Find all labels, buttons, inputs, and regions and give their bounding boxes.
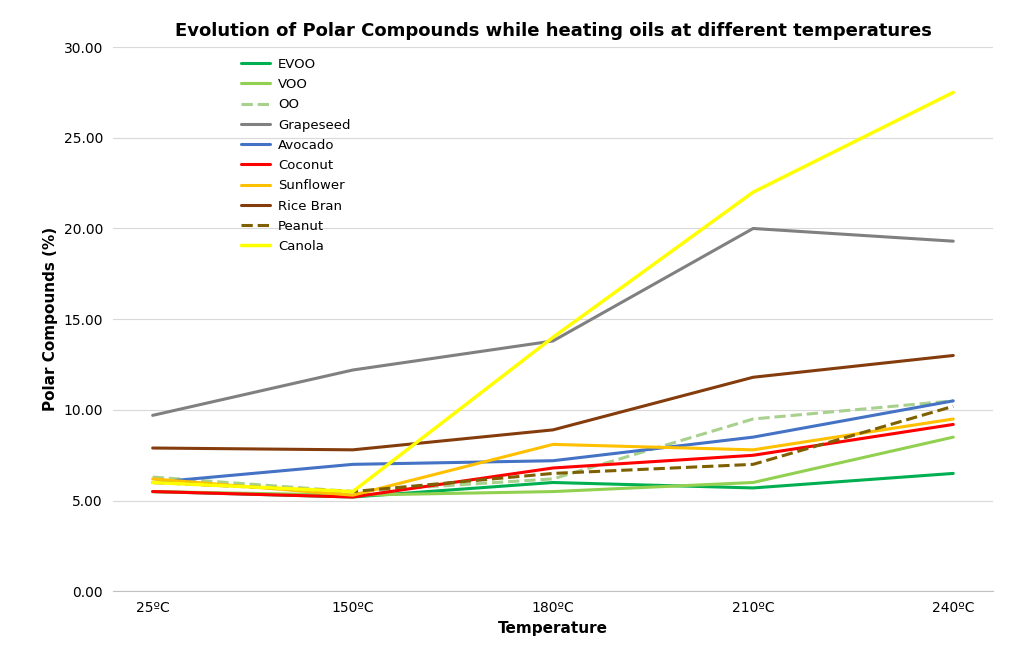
Rice Bran bbox=[746, 373, 759, 381]
X-axis label: Temperature: Temperature bbox=[498, 621, 608, 636]
Grapeseed bbox=[347, 366, 359, 374]
Grapeseed bbox=[746, 224, 759, 233]
VOO bbox=[146, 488, 159, 496]
Title: Evolution of Polar Compounds while heating oils at different temperatures: Evolution of Polar Compounds while heati… bbox=[174, 22, 932, 40]
Grapeseed bbox=[547, 337, 559, 345]
Coconut bbox=[347, 493, 359, 501]
Rice Bran bbox=[347, 446, 359, 454]
Grapeseed bbox=[947, 237, 959, 245]
OO bbox=[347, 488, 359, 496]
Line: VOO: VOO bbox=[153, 437, 953, 495]
Peanut bbox=[947, 403, 959, 411]
Line: Canola: Canola bbox=[153, 93, 953, 492]
EVOO bbox=[947, 469, 959, 477]
Avocado bbox=[347, 460, 359, 468]
VOO bbox=[347, 491, 359, 499]
EVOO bbox=[547, 478, 559, 487]
Avocado bbox=[547, 457, 559, 465]
Line: Sunflower: Sunflower bbox=[153, 419, 953, 495]
OO bbox=[146, 473, 159, 481]
OO bbox=[746, 415, 759, 423]
Sunflower bbox=[547, 440, 559, 448]
OO bbox=[947, 396, 959, 405]
Coconut bbox=[146, 488, 159, 496]
Sunflower bbox=[347, 491, 359, 499]
VOO bbox=[947, 433, 959, 441]
Line: Grapeseed: Grapeseed bbox=[153, 228, 953, 415]
VOO bbox=[547, 488, 559, 496]
Peanut bbox=[347, 488, 359, 496]
Canola bbox=[547, 333, 559, 341]
Rice Bran bbox=[547, 426, 559, 434]
OO bbox=[547, 475, 559, 483]
Canola bbox=[146, 478, 159, 487]
Legend: EVOO, VOO, OO, Grapeseed, Avocado, Coconut, Sunflower, Rice Bran, Peanut, Canola: EVOO, VOO, OO, Grapeseed, Avocado, Cocon… bbox=[236, 52, 356, 258]
EVOO bbox=[146, 488, 159, 496]
Canola bbox=[347, 488, 359, 496]
Line: Rice Bran: Rice Bran bbox=[153, 355, 953, 450]
Coconut bbox=[547, 464, 559, 472]
Y-axis label: Polar Compounds (%): Polar Compounds (%) bbox=[43, 227, 58, 411]
Peanut bbox=[746, 460, 759, 468]
Sunflower bbox=[947, 415, 959, 423]
Peanut bbox=[146, 478, 159, 487]
Avocado bbox=[746, 433, 759, 441]
Coconut bbox=[746, 452, 759, 460]
Peanut bbox=[547, 469, 559, 477]
EVOO bbox=[746, 484, 759, 492]
Avocado bbox=[947, 396, 959, 405]
Sunflower bbox=[146, 475, 159, 483]
Line: EVOO: EVOO bbox=[153, 473, 953, 497]
Line: OO: OO bbox=[153, 401, 953, 492]
Canola bbox=[746, 188, 759, 196]
Avocado bbox=[146, 478, 159, 487]
Line: Avocado: Avocado bbox=[153, 401, 953, 482]
Coconut bbox=[947, 421, 959, 429]
Line: Coconut: Coconut bbox=[153, 425, 953, 497]
Sunflower bbox=[746, 446, 759, 454]
EVOO bbox=[347, 493, 359, 501]
Rice Bran bbox=[146, 444, 159, 452]
Grapeseed bbox=[146, 411, 159, 419]
Canola bbox=[947, 89, 959, 97]
Rice Bran bbox=[947, 351, 959, 360]
Line: Peanut: Peanut bbox=[153, 407, 953, 492]
VOO bbox=[746, 478, 759, 487]
